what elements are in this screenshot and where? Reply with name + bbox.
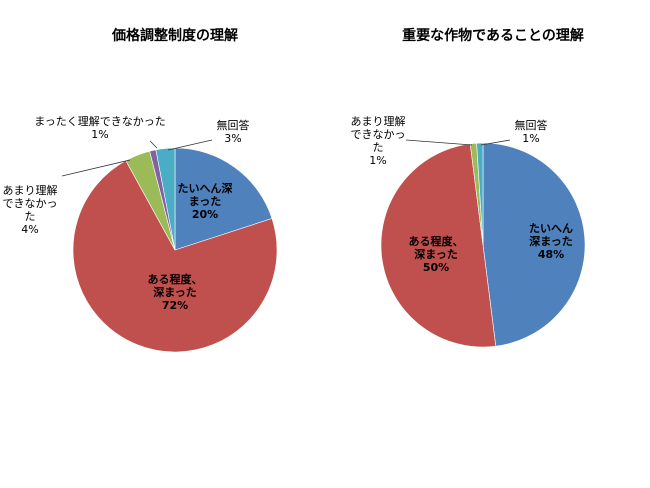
slice-percent-label: 20%: [192, 208, 218, 221]
slice-percent-label: 3%: [224, 132, 241, 145]
slice-name-label: た: [373, 141, 384, 154]
pie-slice: [482, 142, 586, 347]
slice-name-label: できなかっ: [351, 128, 406, 141]
slice-percent-label: 72%: [162, 299, 188, 312]
slice-percent-label: 4%: [21, 223, 38, 236]
chart-title: 重要な作物であることの理解: [402, 27, 584, 44]
slice-name-label: まった: [189, 195, 222, 208]
slice-name-label: ある程度、: [148, 272, 203, 286]
slice-name-label: たいへん深: [178, 181, 233, 195]
slice-percent-label: 48%: [538, 248, 564, 261]
pie-chart-important-crop: 重要な作物であることの理解 たいへん深まった48%ある程度、深まった50%あまり…: [351, 27, 586, 348]
pie-slice: [476, 142, 484, 246]
pie-slices: [380, 142, 586, 348]
slice-name-label: 無回答: [217, 118, 250, 132]
pie-slice: [155, 147, 176, 251]
slice-name-label: できなかっ: [3, 197, 58, 210]
slice-name-label: 深まった: [153, 285, 197, 299]
pie-slices: [72, 147, 278, 353]
leader-line: [405, 139, 473, 146]
slice-percent-label: 1%: [369, 154, 386, 167]
leader-line: [167, 139, 213, 151]
slice-name-label: 深まった: [414, 247, 458, 261]
slice-labels: たいへん深まった48%ある程度、深まった50%あまり理解できなかった1%無回答1…: [351, 114, 574, 274]
slice-name-label: 深まった: [529, 234, 573, 248]
slice-name-label: まったく理解できなかった: [34, 114, 166, 128]
slice-name-label: あまり理解: [3, 183, 58, 197]
slice-percent-label: 1%: [522, 132, 539, 145]
slice-name-label: 無回答: [515, 118, 548, 132]
leader-line: [149, 140, 158, 149]
slice-name-label: たいへん: [529, 222, 573, 235]
chart-title: 価格調整制度の理解: [111, 27, 238, 44]
slice-percent-label: 1%: [91, 128, 108, 141]
slice-name-label: あまり理解: [351, 114, 406, 128]
slice-name-label: ある程度、: [409, 234, 464, 248]
pie-slice: [174, 147, 273, 251]
slice-name-label: た: [25, 210, 36, 223]
leader-line: [61, 159, 131, 177]
pie-slice: [72, 160, 278, 353]
slice-percent-label: 50%: [423, 261, 449, 274]
leader-line: [480, 139, 511, 146]
pie-slice: [380, 143, 497, 348]
